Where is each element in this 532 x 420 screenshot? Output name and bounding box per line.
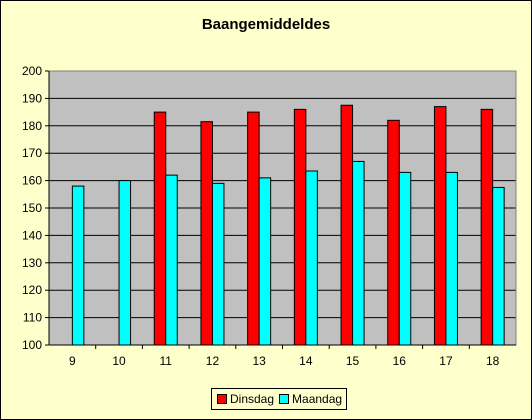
legend-label-dinsdag: Dinsdag xyxy=(230,392,275,406)
bar-maandag-12 xyxy=(211,182,225,346)
bar-dinsdag-11 xyxy=(153,111,167,346)
bar-maandag-14 xyxy=(305,170,318,346)
bar-maandag-10 xyxy=(118,180,132,346)
y-tick-label: 130 xyxy=(22,256,42,270)
y-tick-label: 170 xyxy=(22,146,42,160)
bar-maandag-15 xyxy=(352,160,365,346)
legend-entry-dinsdag: Dinsdag xyxy=(217,392,274,406)
x-tick-label: 15 xyxy=(346,354,360,368)
bar-dinsdag-12 xyxy=(200,121,213,346)
y-tick-label: 140 xyxy=(22,228,42,242)
x-tick-label: 16 xyxy=(393,354,407,368)
bar-dinsdag-13 xyxy=(247,111,260,346)
bar-dinsdag-16 xyxy=(387,119,400,346)
bar-maandag-16 xyxy=(398,171,412,346)
bar-dinsdag-14 xyxy=(293,108,307,346)
x-tick-label: 14 xyxy=(299,354,313,368)
y-tick-label: 160 xyxy=(22,174,42,188)
bar-maandag-11 xyxy=(165,174,178,346)
bar-dinsdag-15 xyxy=(340,104,354,346)
bar-maandag-17 xyxy=(445,171,458,346)
legend-swatch-maandag xyxy=(279,394,290,404)
bar-dinsdag-18 xyxy=(480,108,494,346)
y-tick-label: 100 xyxy=(22,338,42,352)
x-tick-label: 18 xyxy=(486,354,500,368)
chart-title: Baangemiddeldes xyxy=(201,16,331,33)
x-tick-label: 10 xyxy=(112,354,126,368)
bar-maandag-13 xyxy=(258,177,272,346)
y-tick-label: 150 xyxy=(22,201,42,215)
bar-dinsdag-17 xyxy=(433,106,447,346)
legend: Dinsdag Maandag xyxy=(211,388,347,410)
legend-entry-maandag: Maandag xyxy=(279,392,342,406)
y-tick-label: 120 xyxy=(22,283,42,297)
x-tick-label: 13 xyxy=(252,354,266,368)
y-tick-label: 180 xyxy=(22,119,42,133)
y-tick-label: 110 xyxy=(23,311,42,325)
x-tick-label: 9 xyxy=(69,354,76,368)
legend-label-maandag: Maandag xyxy=(292,392,343,406)
x-tick-label: 12 xyxy=(206,354,220,368)
y-tick-label: 190 xyxy=(22,91,42,105)
bar-maandag-18 xyxy=(492,186,505,346)
y-tick-label: 200 xyxy=(22,64,42,78)
x-tick-label: 11 xyxy=(160,354,173,368)
bar-maandag-9 xyxy=(71,185,85,346)
legend-swatch-dinsdag xyxy=(217,394,227,404)
x-tick-label: 17 xyxy=(439,354,453,368)
